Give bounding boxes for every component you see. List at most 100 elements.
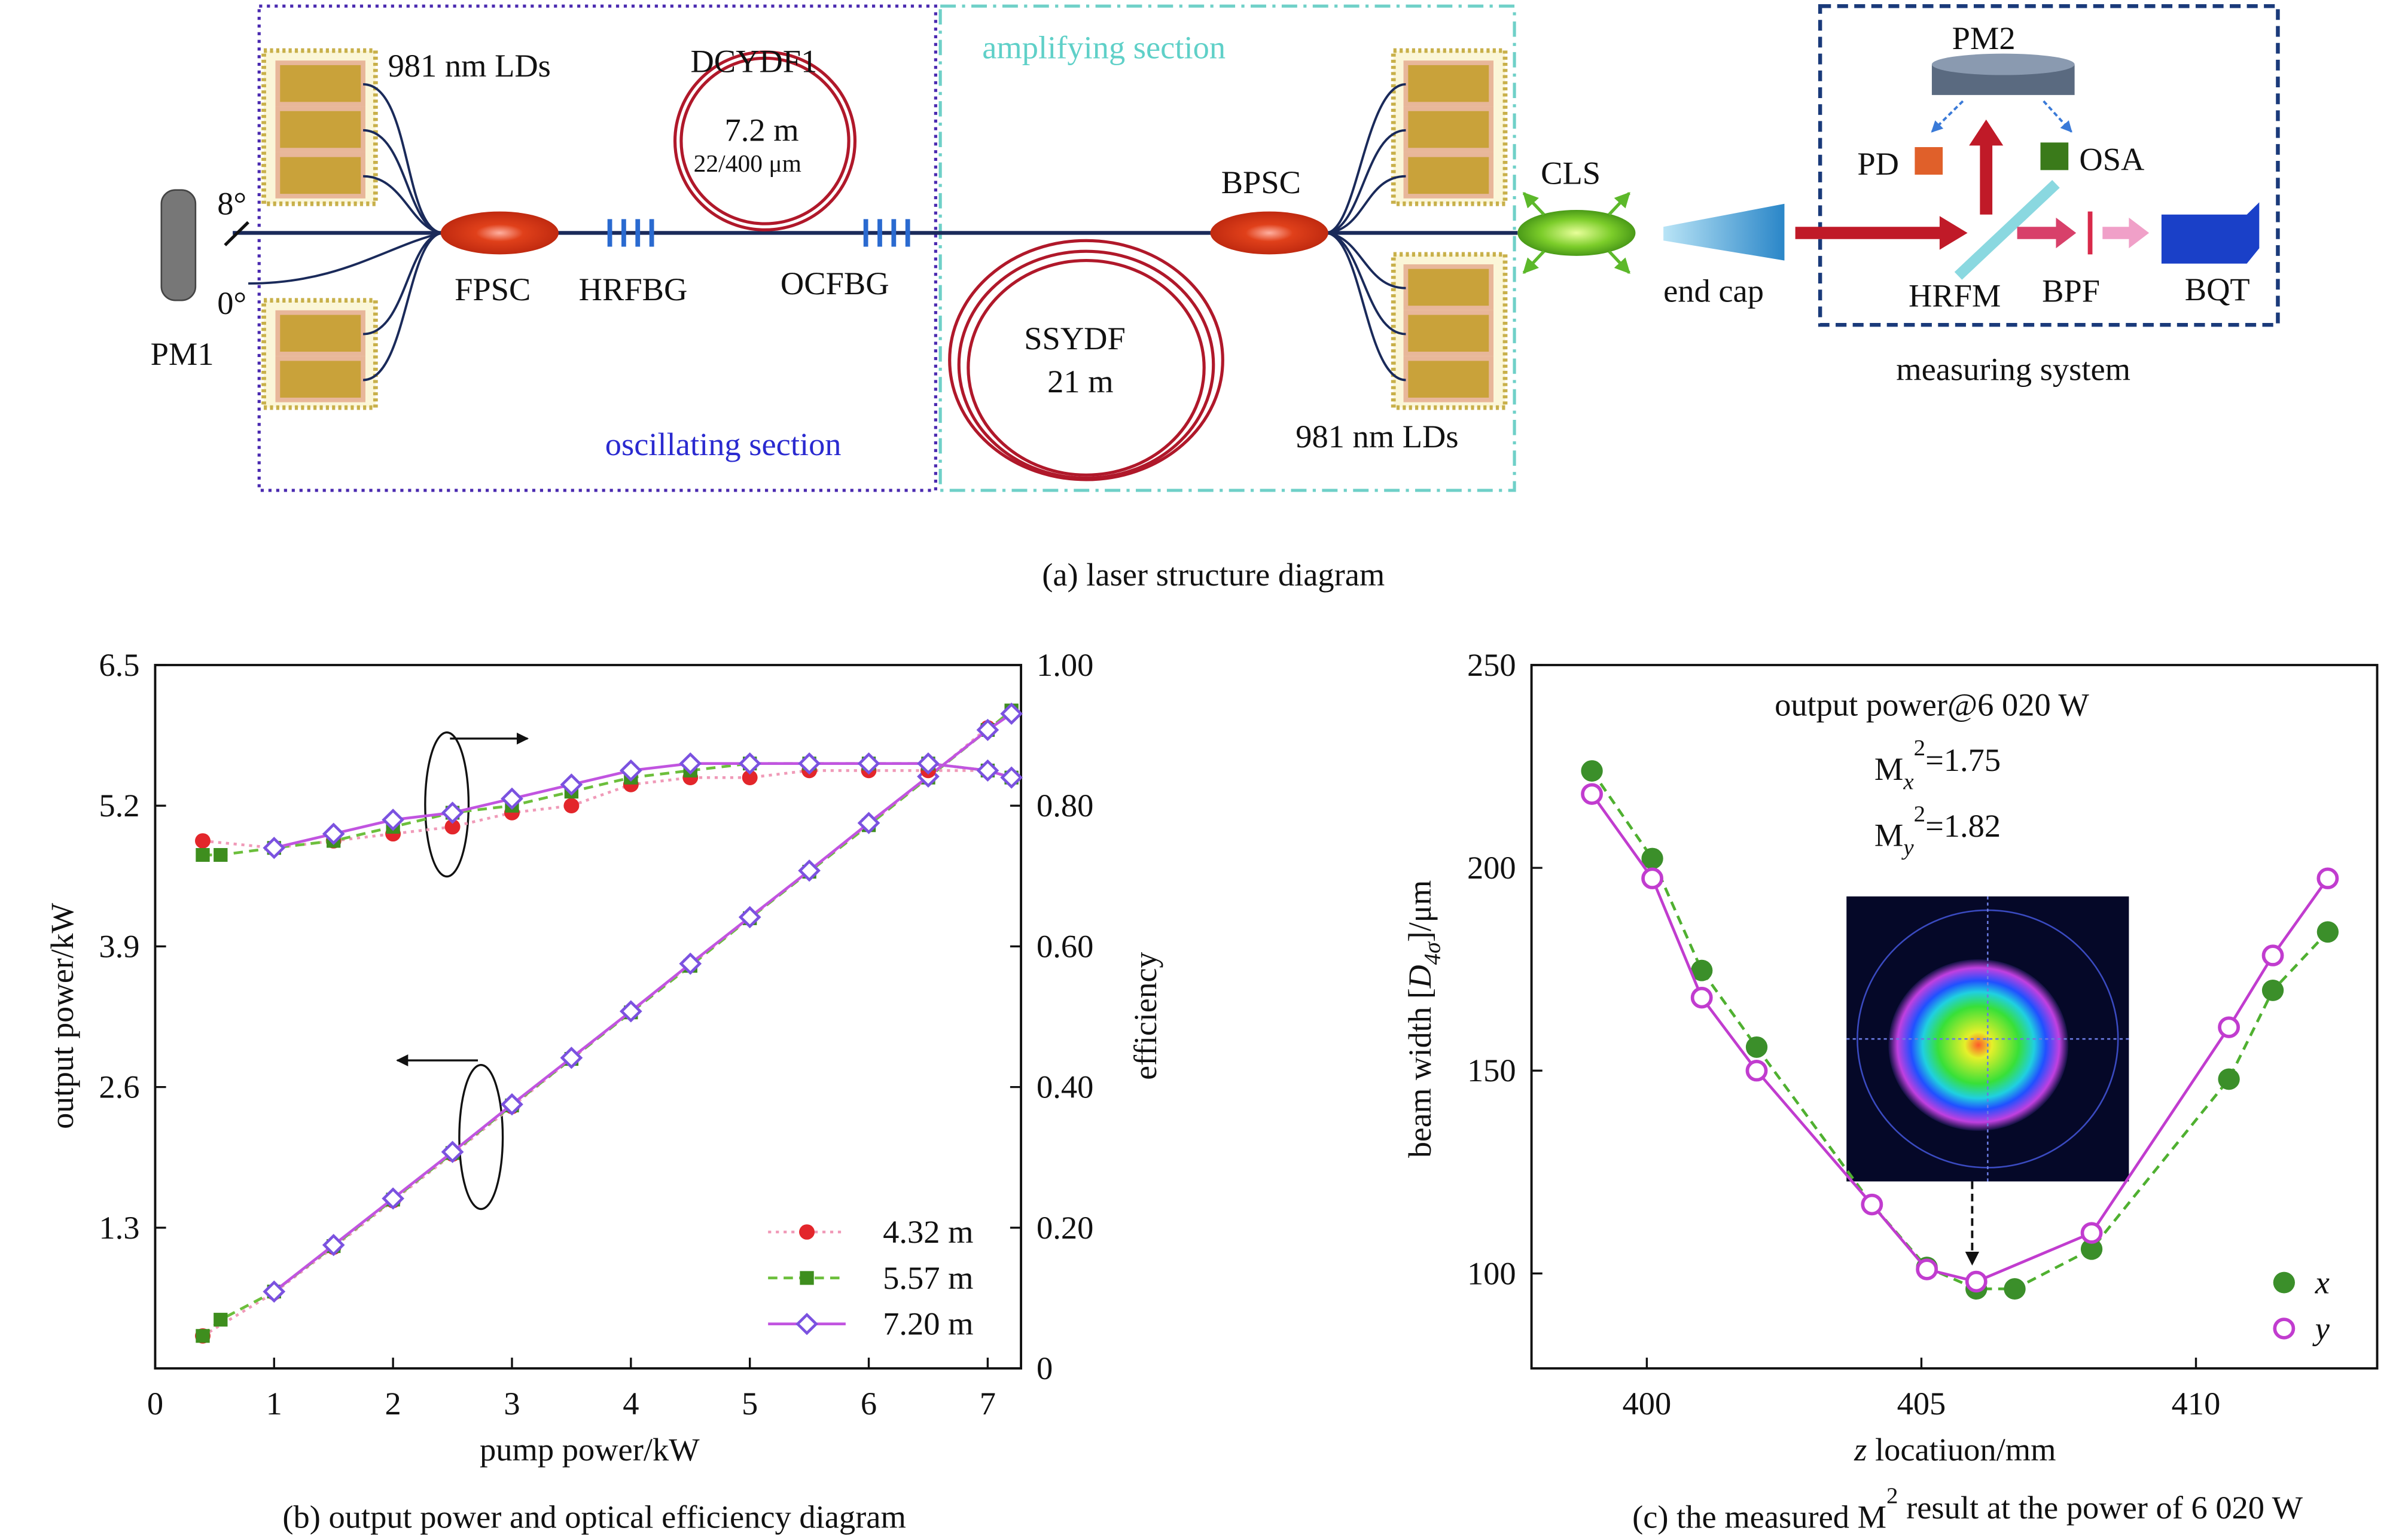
point	[444, 819, 461, 835]
point	[1000, 702, 1023, 725]
y-tick-label: 250	[1467, 647, 1516, 683]
label: 7.2 m	[725, 112, 799, 148]
legend-marker	[2273, 1318, 2296, 1340]
pm2-top	[1931, 53, 2075, 75]
rich-text: z locatiuon/mm	[1854, 1432, 2056, 1468]
label: 981 nm LDs	[1296, 419, 1458, 455]
y-tick-label: 5.2	[99, 788, 139, 824]
text-part: =1.82	[1925, 808, 2001, 844]
caption: (a) laser structure diagram	[1042, 557, 1385, 593]
text-part: z	[1854, 1432, 1867, 1468]
y2-tick-label: 0	[1037, 1350, 1053, 1386]
point	[501, 1093, 523, 1116]
rich-text: My2=1.82	[1874, 802, 2001, 861]
point	[2261, 944, 2284, 966]
bpsc-icon	[1210, 211, 1328, 255]
label: 8°	[217, 186, 246, 222]
point	[441, 801, 464, 824]
x-tick-label: 4	[623, 1386, 639, 1422]
osa-icon	[2040, 142, 2069, 170]
point	[1745, 1036, 1768, 1058]
point	[1581, 760, 1603, 782]
legend-label: 4.32 m	[883, 1214, 973, 1250]
plot-frame	[154, 664, 1023, 1370]
reflect-arrow	[1969, 119, 2004, 215]
point	[322, 822, 345, 845]
text-part: =1.75	[1925, 742, 2001, 778]
text-part: y	[1901, 835, 1914, 861]
label: SSYDF	[1024, 321, 1126, 356]
text-part: 4σ	[1420, 941, 1445, 965]
x-tick-label: 3	[504, 1386, 520, 1422]
cls-rays	[1522, 191, 1630, 274]
text-part: beam width [	[1402, 988, 1438, 1158]
point	[2004, 1278, 2026, 1300]
x-tick-label: 5	[742, 1386, 758, 1422]
label: 981 nm LDs	[388, 48, 551, 84]
point	[976, 718, 999, 742]
x-tick-label: 405	[1897, 1386, 1946, 1422]
series-line	[273, 712, 1013, 1293]
point	[2261, 979, 2284, 1001]
x-tick-label: 410	[2172, 1386, 2221, 1422]
point	[738, 752, 761, 775]
point	[194, 833, 211, 849]
legend-label: x	[2315, 1265, 2330, 1301]
point	[214, 1313, 228, 1327]
label: 22/400 μm	[694, 150, 801, 177]
point	[1965, 1270, 1988, 1293]
point	[2080, 1238, 2103, 1260]
point	[1916, 1258, 1938, 1280]
point	[322, 1234, 345, 1257]
legend-marker	[2273, 1271, 2295, 1294]
point	[1691, 959, 1713, 981]
legend-marker	[799, 1224, 815, 1240]
pd-icon	[1915, 147, 1943, 175]
text-part: (c) the measured M	[1632, 1499, 1886, 1535]
pm2-rays	[1931, 100, 2072, 133]
label: 21 m	[1047, 364, 1113, 400]
legend-label: 7.20 m	[883, 1306, 973, 1342]
beam-profile-inset	[1846, 896, 2129, 1266]
label: BQT	[2185, 272, 2250, 307]
point	[1745, 1060, 1768, 1082]
label: OSA	[2079, 142, 2144, 178]
plot-frame	[1530, 664, 2379, 1370]
series-line	[1590, 770, 2329, 1291]
ld-stacks	[261, 48, 1508, 410]
end-cap-icon	[1663, 203, 1785, 261]
text-part: locatiuon/mm	[1867, 1432, 2056, 1468]
amplifying-box	[938, 4, 1516, 492]
point	[798, 752, 821, 775]
fbg-icons	[607, 219, 910, 247]
point	[382, 1187, 405, 1210]
oscillating-box	[257, 4, 937, 492]
laser-diagram: 981 nm LDs DCYDF1 7.2 m 22/400 μm amplif…	[151, 4, 2280, 593]
fpsc-icon	[440, 211, 559, 255]
chart: 0 1 2 3 4 5 6 7 1.3 2.6 3.9 5.2 6.5 0 0.20 0.40 0.60 0.80…	[44, 647, 1163, 1535]
x-tick-label: 1	[266, 1386, 282, 1422]
label: BPF	[2042, 273, 2100, 309]
label: FPSC	[455, 272, 531, 307]
y2-tick-label: 0.20	[1037, 1210, 1093, 1246]
legend-label: 5.57 m	[883, 1260, 973, 1296]
x-tick-label: 7	[980, 1386, 996, 1422]
point	[619, 759, 642, 782]
label: oscillating section	[605, 426, 842, 462]
text-part: 2	[1886, 1484, 1898, 1509]
point	[738, 905, 761, 929]
point	[1861, 1193, 1883, 1216]
point	[917, 752, 940, 775]
cls-icon	[1517, 210, 1636, 256]
point	[1641, 867, 1663, 889]
point	[2316, 867, 2339, 889]
pump-fibers	[248, 83, 1406, 382]
hrfm-icon	[1954, 179, 2060, 280]
rich-text: Mx2=1.75	[1874, 736, 2001, 794]
y2-axis-label: efficiency	[1127, 952, 1163, 1080]
label: HRFM	[1909, 278, 2001, 314]
pink-arrow	[2017, 217, 2077, 249]
